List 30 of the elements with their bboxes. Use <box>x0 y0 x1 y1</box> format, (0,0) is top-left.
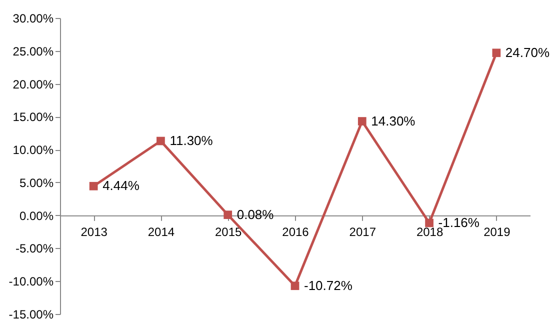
y-tick-label: -15.00% <box>8 308 54 322</box>
x-tick-label: 2016 <box>282 224 310 239</box>
y-tick-label: 10.00% <box>12 143 54 158</box>
x-tick-label: 2018 <box>416 224 444 239</box>
y-tick-label: -10.00% <box>8 274 54 289</box>
x-tick-label: 2015 <box>215 224 242 239</box>
point <box>290 282 300 290</box>
x-tick-label: 2019 <box>484 224 511 239</box>
data-label: -10.72% <box>304 278 353 293</box>
y-tick-label: 25.00% <box>12 44 54 58</box>
y-tick-label: 20.00% <box>12 77 54 92</box>
x-tick-label: 2013 <box>80 224 108 239</box>
point <box>358 117 366 126</box>
data-label: 24.70% <box>505 44 550 60</box>
point <box>89 182 98 190</box>
data-label: 4.44% <box>102 178 140 194</box>
x-tick-label: 2017 <box>349 224 376 239</box>
y-tick-label: 30.00% <box>12 12 54 26</box>
x-tick-label: 2014 <box>148 224 175 239</box>
data-label: 14.30% <box>371 113 416 128</box>
data-label: 11.30% <box>170 133 214 148</box>
data-label: 0.08% <box>236 206 274 222</box>
y-tick-label: 0.00% <box>19 208 54 223</box>
point <box>224 210 232 219</box>
y-tick-label: 15.00% <box>12 110 54 124</box>
point <box>425 218 434 228</box>
y-tick-label: 5.00% <box>19 176 54 190</box>
y-tick-label: -5.00% <box>15 242 54 256</box>
point <box>156 136 165 146</box>
point <box>492 48 501 58</box>
